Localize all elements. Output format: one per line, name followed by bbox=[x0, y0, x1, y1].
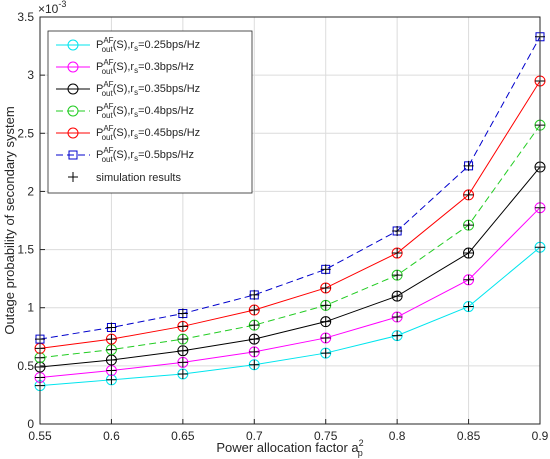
simulation-point bbox=[320, 348, 331, 359]
x-tick-label: 0.9 bbox=[532, 429, 549, 443]
legend-entry: PAF out(S),rs=0.25bps/Hz bbox=[56, 36, 200, 54]
simulation-point bbox=[177, 345, 188, 356]
axis-ticks: 0.55 0.6 0.65 0.7 0.75 0.8 0.85 0.9 0 0.5 1 1.5 2 2.5… bbox=[17, 10, 548, 443]
simulation-point bbox=[320, 264, 331, 275]
series-line bbox=[39, 166, 541, 368]
simulation-point bbox=[463, 248, 474, 259]
simulation-point bbox=[320, 316, 331, 327]
simulation-point bbox=[177, 357, 188, 368]
x-tick-label: 0.8 bbox=[389, 429, 406, 443]
simulation-point bbox=[463, 160, 474, 171]
legend-entry: PAF out(S),rs=0.45bps/Hz bbox=[56, 124, 200, 142]
series-line bbox=[39, 80, 541, 349]
y-tick-label: 0 bbox=[27, 417, 34, 431]
legend-label: PAF out(S),rs=0.25bps/Hz bbox=[96, 36, 200, 54]
simulation-point bbox=[463, 274, 474, 285]
simulation-point bbox=[249, 334, 260, 345]
series-3 bbox=[34, 161, 546, 373]
x-axis-label: Power allocation factor a2 p bbox=[216, 438, 363, 458]
simulation-point bbox=[106, 322, 117, 333]
simulation-point bbox=[320, 332, 331, 343]
legend-marker bbox=[67, 105, 79, 117]
series-line bbox=[39, 246, 541, 387]
legend-marker bbox=[68, 172, 78, 182]
legend-entry: PAF out(S),rs=0.3bps/Hz bbox=[56, 58, 194, 76]
simulation-point bbox=[106, 355, 117, 366]
simulation-point bbox=[106, 344, 117, 355]
simulation-point bbox=[392, 330, 403, 341]
series-line bbox=[39, 207, 541, 378]
legend-marker bbox=[67, 83, 79, 95]
simulation-point bbox=[177, 368, 188, 379]
simulation-point bbox=[320, 282, 331, 293]
y-tick-label: 2 bbox=[27, 184, 34, 198]
simulation-point bbox=[463, 301, 474, 312]
legend-label: PAF out(S),rs=0.4bps/Hz bbox=[96, 102, 194, 120]
simulation-point bbox=[106, 334, 117, 345]
legend-label: simulation results bbox=[96, 172, 181, 184]
legend-entry: PAF out(S),rs=0.5bps/Hz bbox=[56, 146, 194, 164]
simulation-point bbox=[392, 291, 403, 302]
simulation-point bbox=[249, 289, 260, 300]
y-tick-label: 0.5 bbox=[17, 359, 34, 373]
legend: PAF out(S),rs=0.25bps/Hz PAF out(S),rs=0.3b… bbox=[47, 30, 253, 194]
y-tick-label: 3.5 bbox=[17, 10, 34, 24]
legend-entry: PAF out(S),rs=0.35bps/Hz bbox=[56, 80, 200, 98]
simulation-point bbox=[177, 308, 188, 319]
legend-entry-simulation: simulation results bbox=[68, 172, 181, 184]
y-tick-label: 2.5 bbox=[17, 126, 34, 140]
legend-label: PAF out(S),rs=0.3bps/Hz bbox=[96, 58, 194, 76]
simulation-point bbox=[463, 189, 474, 200]
simulation-point bbox=[320, 300, 331, 311]
legend-marker bbox=[67, 39, 79, 51]
simulation-point bbox=[249, 305, 260, 316]
simulation-point bbox=[392, 270, 403, 281]
y-tick-label: 3 bbox=[27, 68, 34, 82]
y-axis-label: Outage probability of secondary system bbox=[2, 106, 17, 334]
legend-box bbox=[47, 30, 253, 194]
simulation-point bbox=[249, 359, 260, 370]
y-axis-multiplier: ×10-3 bbox=[38, 0, 66, 16]
legend-label: PAF out(S),rs=0.45bps/Hz bbox=[96, 124, 200, 142]
simulation-point bbox=[392, 312, 403, 323]
simulation-point bbox=[463, 220, 474, 231]
simulation-point bbox=[392, 248, 403, 259]
simulation-point bbox=[106, 374, 117, 385]
legend-label: PAF out(S),rs=0.35bps/Hz bbox=[96, 80, 200, 98]
simulation-point bbox=[177, 321, 188, 332]
x-tick-label: 0.55 bbox=[28, 429, 52, 443]
series-line bbox=[39, 124, 541, 359]
y-tick-label: 1 bbox=[27, 301, 34, 315]
legend-marker bbox=[67, 127, 79, 139]
x-tick-label: 0.6 bbox=[103, 429, 120, 443]
plot-frame bbox=[39, 16, 541, 425]
simulation-point bbox=[249, 320, 260, 331]
x-tick-label: 0.7 bbox=[246, 429, 263, 443]
simulation-point bbox=[392, 225, 403, 236]
legend-marker bbox=[68, 150, 78, 160]
legend-marker bbox=[67, 61, 79, 73]
simulation-point bbox=[106, 365, 117, 376]
legend-label: PAF out(S),rs=0.5bps/Hz bbox=[96, 146, 194, 164]
x-tick-label: 0.65 bbox=[171, 429, 195, 443]
x-tick-label: 0.75 bbox=[314, 429, 338, 443]
simulation-point bbox=[249, 346, 260, 357]
series-line bbox=[39, 36, 541, 340]
simulation-point bbox=[177, 334, 188, 345]
series-5 bbox=[34, 75, 546, 354]
y-tick-label: 1.5 bbox=[17, 243, 34, 257]
legend-entry: PAF out(S),rs=0.4bps/Hz bbox=[56, 102, 194, 120]
x-tick-label: 0.85 bbox=[457, 429, 481, 443]
